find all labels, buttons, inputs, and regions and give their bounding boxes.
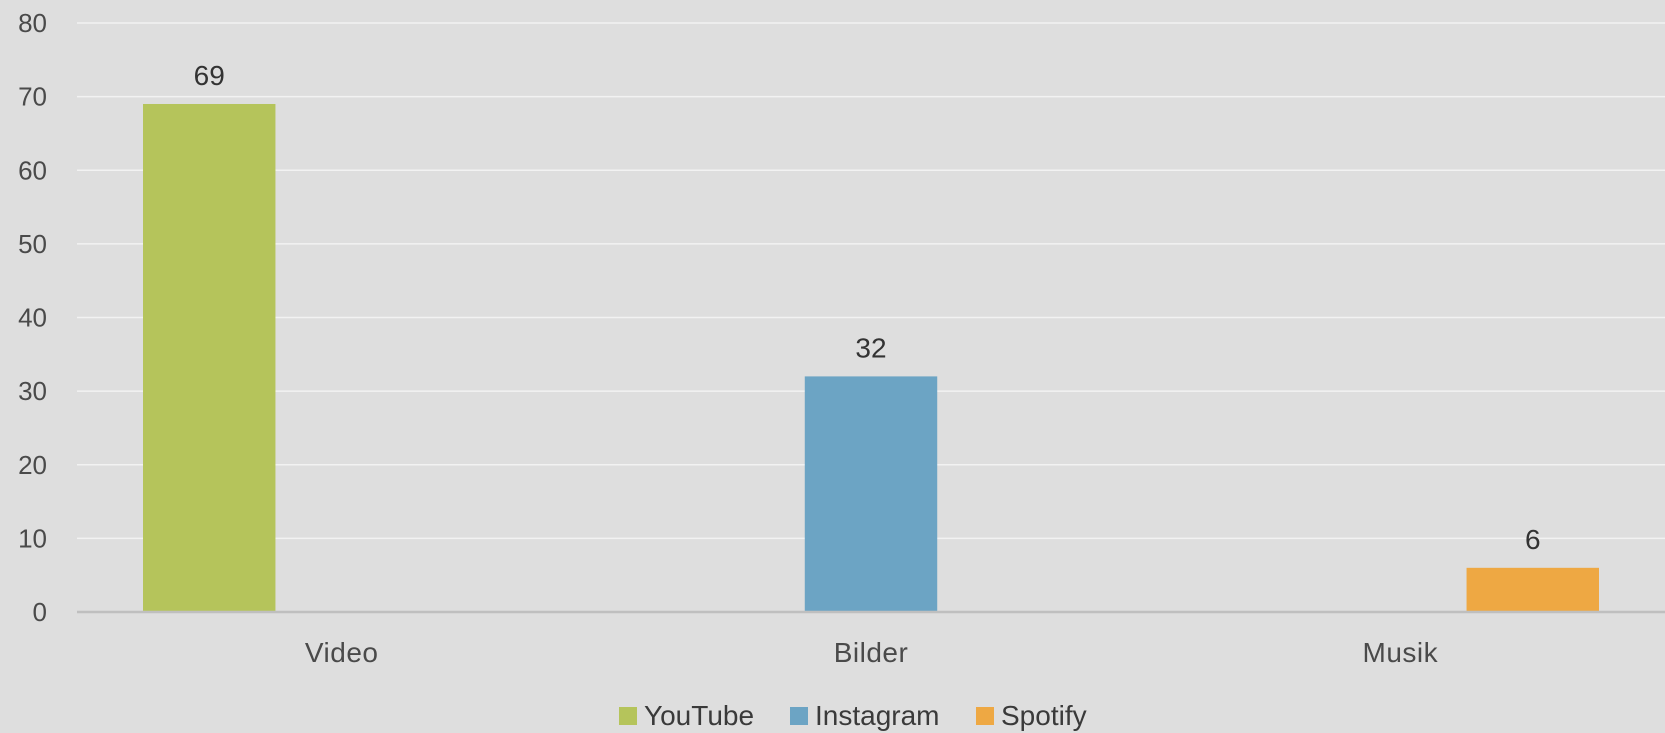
legend-label: Spotify [1001, 700, 1087, 731]
data-label: 6 [1525, 524, 1541, 555]
legend-swatch [619, 707, 637, 725]
data-label: 69 [194, 60, 225, 91]
y-tick-label: 50 [18, 229, 47, 259]
y-tick-label: 40 [18, 303, 47, 333]
x-axis-categories: Video Bilder Musik [305, 637, 1439, 668]
legend-item: YouTube [619, 700, 754, 731]
y-tick-label: 20 [18, 450, 47, 480]
data-label: 32 [855, 332, 886, 363]
y-tick-label: 70 [18, 82, 47, 112]
legend-item: Instagram [790, 700, 940, 731]
y-tick-label: 60 [18, 155, 47, 185]
category-label: Video [305, 637, 379, 668]
category-label: Musik [1363, 637, 1439, 668]
legend-label: Instagram [815, 700, 940, 731]
legend-swatch [976, 707, 994, 725]
y-tick-label: 80 [18, 8, 47, 38]
y-tick-label: 0 [33, 597, 47, 627]
bar-youtube [143, 103, 276, 613]
bar-instagram [804, 376, 938, 612]
y-axis-ticks: 0 10 20 30 40 50 60 70 80 [18, 8, 47, 627]
legend-item: Spotify [976, 700, 1087, 731]
y-tick-label: 30 [18, 376, 47, 406]
y-tick-label: 10 [18, 523, 47, 553]
data-labels: 69 32 6 [194, 60, 1541, 555]
legend-label: YouTube [644, 700, 754, 731]
legend: YouTube Instagram Spotify [619, 700, 1087, 731]
bars [143, 103, 1599, 613]
bar-spotify [1466, 567, 1599, 612]
legend-swatch [790, 707, 808, 725]
category-label: Bilder [834, 637, 909, 668]
